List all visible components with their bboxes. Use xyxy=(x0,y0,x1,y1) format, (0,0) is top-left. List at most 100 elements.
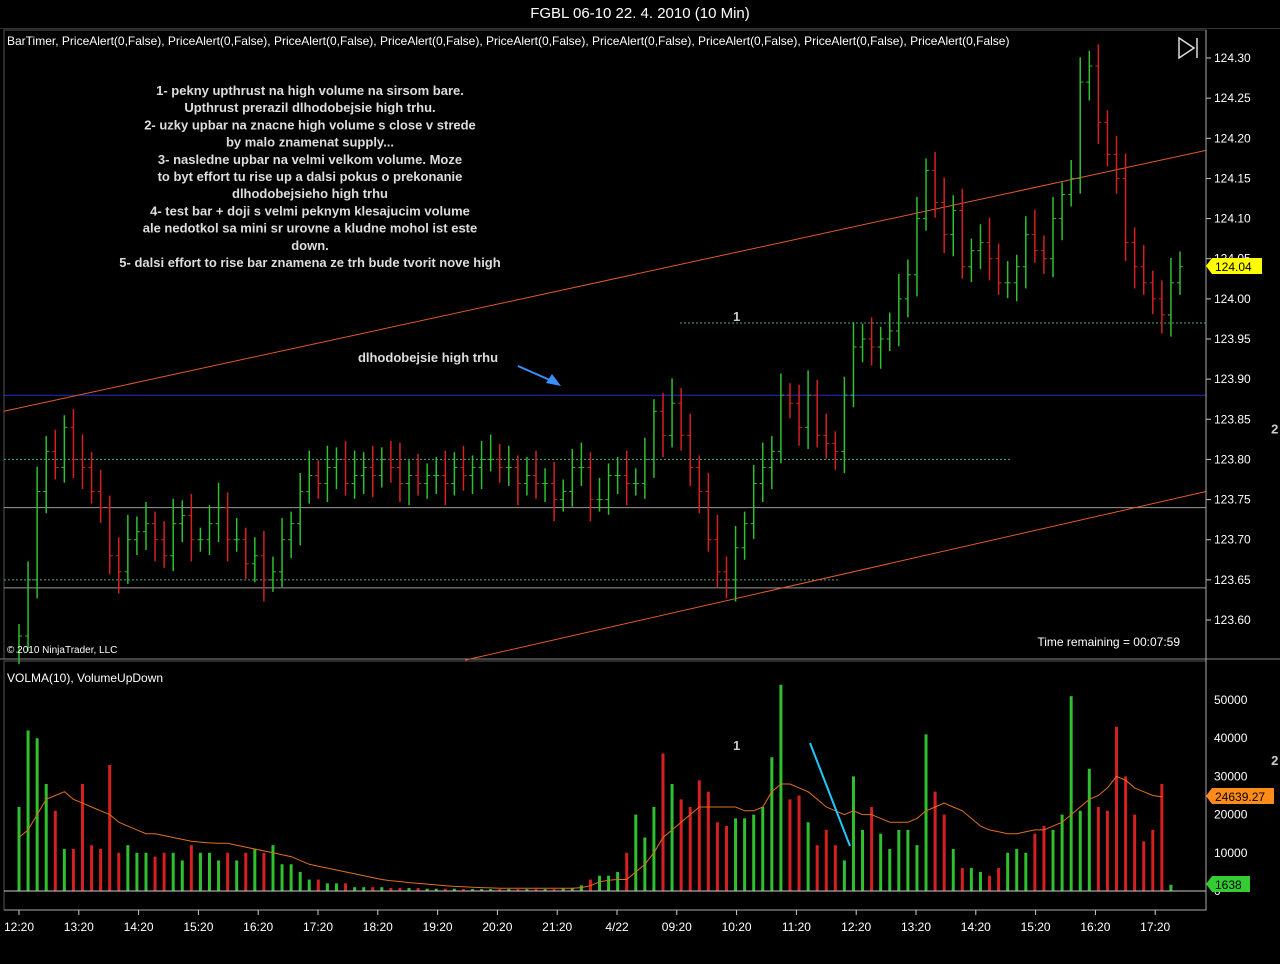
ohlc-bar[interactable] xyxy=(1149,270,1156,315)
ohlc-bar[interactable] xyxy=(1040,235,1047,274)
ohlc-bar[interactable] xyxy=(623,450,630,506)
ohlc-bar[interactable] xyxy=(1077,57,1084,194)
ohlc-bar[interactable] xyxy=(297,473,304,546)
ohlc-bar[interactable] xyxy=(269,556,276,592)
ohlc-bar[interactable] xyxy=(1086,50,1093,101)
ohlc-bar[interactable] xyxy=(886,312,893,352)
ohlc-bar[interactable] xyxy=(1140,245,1147,295)
ohlc-bar[interactable] xyxy=(913,196,920,297)
ohlc-bar[interactable] xyxy=(179,500,186,543)
ohlc-bar[interactable] xyxy=(941,177,948,254)
ohlc-bar[interactable] xyxy=(34,466,41,599)
ohlc-bar[interactable] xyxy=(614,457,621,494)
ohlc-bar[interactable] xyxy=(632,468,639,496)
ohlc-bar[interactable] xyxy=(904,259,911,318)
ohlc-bar[interactable] xyxy=(415,453,422,496)
ohlc-bar[interactable] xyxy=(288,511,295,559)
ohlc-bar[interactable] xyxy=(605,463,612,515)
ohlc-bar[interactable] xyxy=(895,273,902,347)
ohlc-bar[interactable] xyxy=(124,514,131,584)
ohlc-bar[interactable] xyxy=(968,238,975,282)
ohlc-bar[interactable] xyxy=(260,530,267,602)
ohlc-bar[interactable] xyxy=(360,452,367,494)
ohlc-bar[interactable] xyxy=(687,413,694,486)
ohlc-bar[interactable] xyxy=(1022,216,1029,289)
ohlc-bar[interactable] xyxy=(61,415,68,483)
ohlc-bar[interactable] xyxy=(650,399,657,478)
ohlc-bar[interactable] xyxy=(659,392,666,458)
ohlc-bar[interactable] xyxy=(97,469,104,523)
ohlc-bar[interactable] xyxy=(1068,159,1075,207)
ohlc-bar[interactable] xyxy=(723,556,730,599)
ohlc-bar[interactable] xyxy=(832,431,839,470)
ohlc-bar[interactable] xyxy=(279,518,286,588)
ohlc-bar[interactable] xyxy=(79,434,86,490)
ohlc-bar[interactable] xyxy=(469,455,476,494)
ohlc-bar[interactable] xyxy=(224,492,231,562)
ohlc-bar[interactable] xyxy=(206,505,213,555)
ohlc-bar[interactable] xyxy=(351,450,358,499)
ohlc-bar[interactable] xyxy=(569,448,576,507)
ohlc-bar[interactable] xyxy=(533,450,540,499)
ohlc-bar[interactable] xyxy=(850,322,857,408)
ohlc-bar[interactable] xyxy=(487,434,494,472)
ohlc-bar[interactable] xyxy=(342,440,349,496)
ohlc-bar[interactable] xyxy=(977,224,984,270)
ohlc-bar[interactable] xyxy=(369,445,376,498)
ohlc-bar[interactable] xyxy=(741,511,748,560)
ohlc-bar[interactable] xyxy=(768,436,775,490)
ohlc-bar[interactable] xyxy=(669,378,676,448)
ohlc-bar[interactable] xyxy=(25,561,32,652)
ohlc-bar[interactable] xyxy=(396,442,403,502)
ohlc-bar[interactable] xyxy=(233,518,240,552)
ohlc-bar[interactable] xyxy=(106,495,113,575)
ohlc-bar[interactable] xyxy=(387,440,394,483)
ohlc-bar[interactable] xyxy=(678,387,685,451)
ohlc-bar[interactable] xyxy=(796,384,803,446)
ohlc-bar[interactable] xyxy=(560,479,567,512)
skip-forward-icon[interactable] xyxy=(1178,36,1198,60)
volume-bars[interactable] xyxy=(17,684,1173,891)
ohlc-bar[interactable] xyxy=(478,440,485,490)
ohlc-bar[interactable] xyxy=(1167,257,1174,337)
ohlc-bar[interactable] xyxy=(514,455,521,506)
ohlc-bar[interactable] xyxy=(505,445,512,486)
ohlc-bar[interactable] xyxy=(877,326,884,369)
ohlc-bar[interactable] xyxy=(142,501,149,551)
ohlc-bar[interactable] xyxy=(1122,153,1129,262)
ohlc-bar[interactable] xyxy=(1031,209,1038,263)
ohlc-bar[interactable] xyxy=(70,408,77,478)
ohlc-bar[interactable] xyxy=(324,445,331,502)
ohlc-bar[interactable] xyxy=(1013,254,1020,302)
ohlc-bar[interactable] xyxy=(986,217,993,281)
ohlc-bar[interactable] xyxy=(641,437,648,499)
ohlc-bar[interactable] xyxy=(215,482,222,543)
ohlc-bar[interactable] xyxy=(152,511,159,562)
ohlc-bars[interactable] xyxy=(16,44,1183,665)
ohlc-bar[interactable] xyxy=(596,477,603,512)
ohlc-bar[interactable] xyxy=(306,450,313,504)
ohlc-bar[interactable] xyxy=(406,460,413,506)
ohlc-bar[interactable] xyxy=(378,447,385,488)
ohlc-bar[interactable] xyxy=(814,379,821,448)
ohlc-bar[interactable] xyxy=(578,442,585,486)
ohlc-bar[interactable] xyxy=(551,461,558,522)
ohlc-bar[interactable] xyxy=(732,526,739,602)
ohlc-bar[interactable] xyxy=(170,498,177,572)
ohlc-bar[interactable] xyxy=(496,444,503,483)
ohlc-bar[interactable] xyxy=(859,323,866,363)
ohlc-bar[interactable] xyxy=(1095,44,1102,144)
ohlc-bar[interactable] xyxy=(696,455,703,514)
ohlc-bar[interactable] xyxy=(868,317,875,366)
ohlc-bar[interactable] xyxy=(759,442,766,502)
ohlc-bar[interactable] xyxy=(950,195,957,257)
ohlc-bar[interactable] xyxy=(805,370,812,449)
ohlc-bar[interactable] xyxy=(1131,227,1138,289)
ohlc-bar[interactable] xyxy=(43,436,50,514)
ohlc-bar[interactable] xyxy=(1113,135,1120,194)
ohlc-bar[interactable] xyxy=(542,468,549,502)
ohlc-bar[interactable] xyxy=(115,537,122,594)
ohlc-bar[interactable] xyxy=(242,527,249,580)
ohlc-bar[interactable] xyxy=(786,383,793,419)
